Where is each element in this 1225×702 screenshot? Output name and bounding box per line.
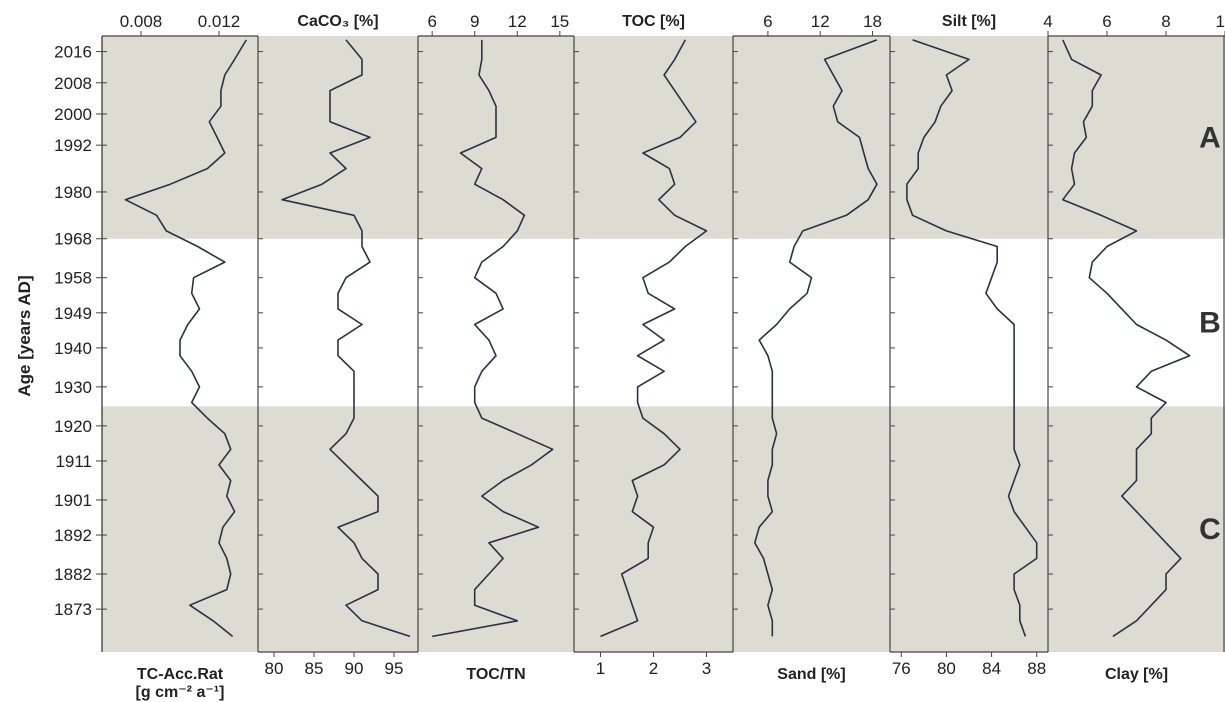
zone-band-c [102, 406, 1225, 652]
age-tick-label: 1980 [54, 183, 92, 202]
age-tick-label: 1968 [54, 230, 92, 249]
panel-toc-title: TOC [%] [622, 13, 685, 30]
panel-silt: 76 80 84 88 Silt [%] [889, 13, 1048, 678]
panel-sand: 6 12 18 Sand [%] [732, 12, 890, 683]
panel-toctn: 6 9 12 15 TOC/TN [417, 12, 574, 683]
panel-clay-tick-label: 6 [1102, 12, 1111, 31]
age-tick-label: 1873 [54, 600, 92, 619]
panel-toc-tick-label: 1 [596, 659, 605, 678]
zone-labels: A B C [1199, 121, 1221, 546]
age-tick-label: 1940 [54, 339, 92, 358]
age-tick-label: 2008 [54, 74, 92, 93]
age-tick-label: 2016 [54, 43, 92, 62]
panel-silt-tick-label: 84 [982, 659, 1001, 678]
panel-tc-tick-label: 0.012 [198, 12, 241, 31]
series-silt-line [906, 39, 1038, 637]
panel-silt-tick-label: 88 [1027, 659, 1046, 678]
panel-toc: 1 2 3 TOC [%] [573, 13, 733, 678]
zone-label-a: A [1199, 121, 1221, 154]
panel-caco3-tick-label: 85 [305, 659, 324, 678]
panel-silt-tick-label: 76 [892, 659, 911, 678]
panel-caco3-title: CaCO₃ [%] [297, 13, 378, 30]
age-tick-label: 1882 [54, 565, 92, 584]
series-tc-line [124, 39, 247, 638]
panel-toc-tick-label: 2 [649, 659, 658, 678]
age-tick-label: 1911 [55, 452, 92, 471]
age-tick-label: 1892 [54, 526, 92, 545]
panel-toctn-tick-label: 12 [508, 12, 527, 31]
panel-tc-title-units: [g cm⁻² a⁻¹] [136, 684, 225, 701]
panel-tc-tick-label: 0.008 [120, 12, 163, 31]
series-clay-line [1062, 39, 1191, 638]
zone-bands [102, 36, 1225, 652]
zone-label-b: B [1199, 307, 1221, 340]
panel-sand-title: Sand [%] [777, 666, 845, 683]
panel-clay-tick-label: 10 [1216, 12, 1225, 31]
panel-caco3-tick-label: 95 [385, 659, 404, 678]
panel-toctn-tick-label: 15 [550, 12, 569, 31]
zone-label-c: C [1199, 513, 1221, 546]
panel-sand-tick-label: 12 [811, 12, 830, 31]
age-tick-label: 1901 [54, 491, 92, 510]
panel-clay-tick-label: 4 [1043, 12, 1052, 31]
panel-toc-tick-label: 3 [702, 659, 711, 678]
age-tick-label: 1992 [54, 136, 92, 155]
panel-toctn-title: TOC/TN [466, 666, 525, 683]
panel-caco3-tick-label: 90 [345, 659, 364, 678]
age-axis-label: Age [years AD] [15, 275, 34, 396]
panel-caco3-tick-label: 80 [265, 659, 284, 678]
panel-caco3: 80 85 90 95 CaCO₃ [%] [257, 13, 418, 678]
panel-tc-title: TC-Acc.Rat [137, 666, 224, 683]
age-axis: Age [years AD] 2016 2008 2000 1992 1980 1968 1… [15, 36, 103, 652]
age-tick-label: 1958 [54, 269, 92, 288]
panel-silt-tick-label: 80 [937, 659, 956, 678]
series-toc-line [600, 39, 708, 638]
series-caco3-line [281, 39, 411, 638]
age-tick-label: 1930 [54, 378, 92, 397]
panels: 0.008 0.012 TC-Acc.Rat[g cm⁻² a⁻¹] 80 85 90 95… [101, 12, 1225, 701]
panel-toctn-tick-label: 9 [470, 12, 479, 31]
zone-band-a [102, 36, 1225, 239]
panel-toctn-tick-label: 6 [427, 12, 436, 31]
panel-tc: 0.008 0.012 TC-Acc.Rat[g cm⁻² a⁻¹] [101, 12, 258, 701]
series-toctn-line [432, 39, 554, 638]
panel-sand-tick-label: 6 [763, 12, 772, 31]
age-tick-label: 2000 [54, 105, 92, 124]
panel-sand-tick-label: 18 [863, 12, 882, 31]
age-tick-label: 1949 [54, 304, 92, 323]
panel-clay-tick-label: 8 [1161, 12, 1170, 31]
panel-clay-title: Clay [%] [1105, 666, 1168, 683]
panel-clay: 4 6 8 10 Clay [%] [1043, 12, 1225, 683]
age-tick-label: 1920 [54, 417, 92, 436]
series-sand-line [753, 39, 878, 637]
panel-silt-title: Silt [%] [942, 13, 996, 30]
